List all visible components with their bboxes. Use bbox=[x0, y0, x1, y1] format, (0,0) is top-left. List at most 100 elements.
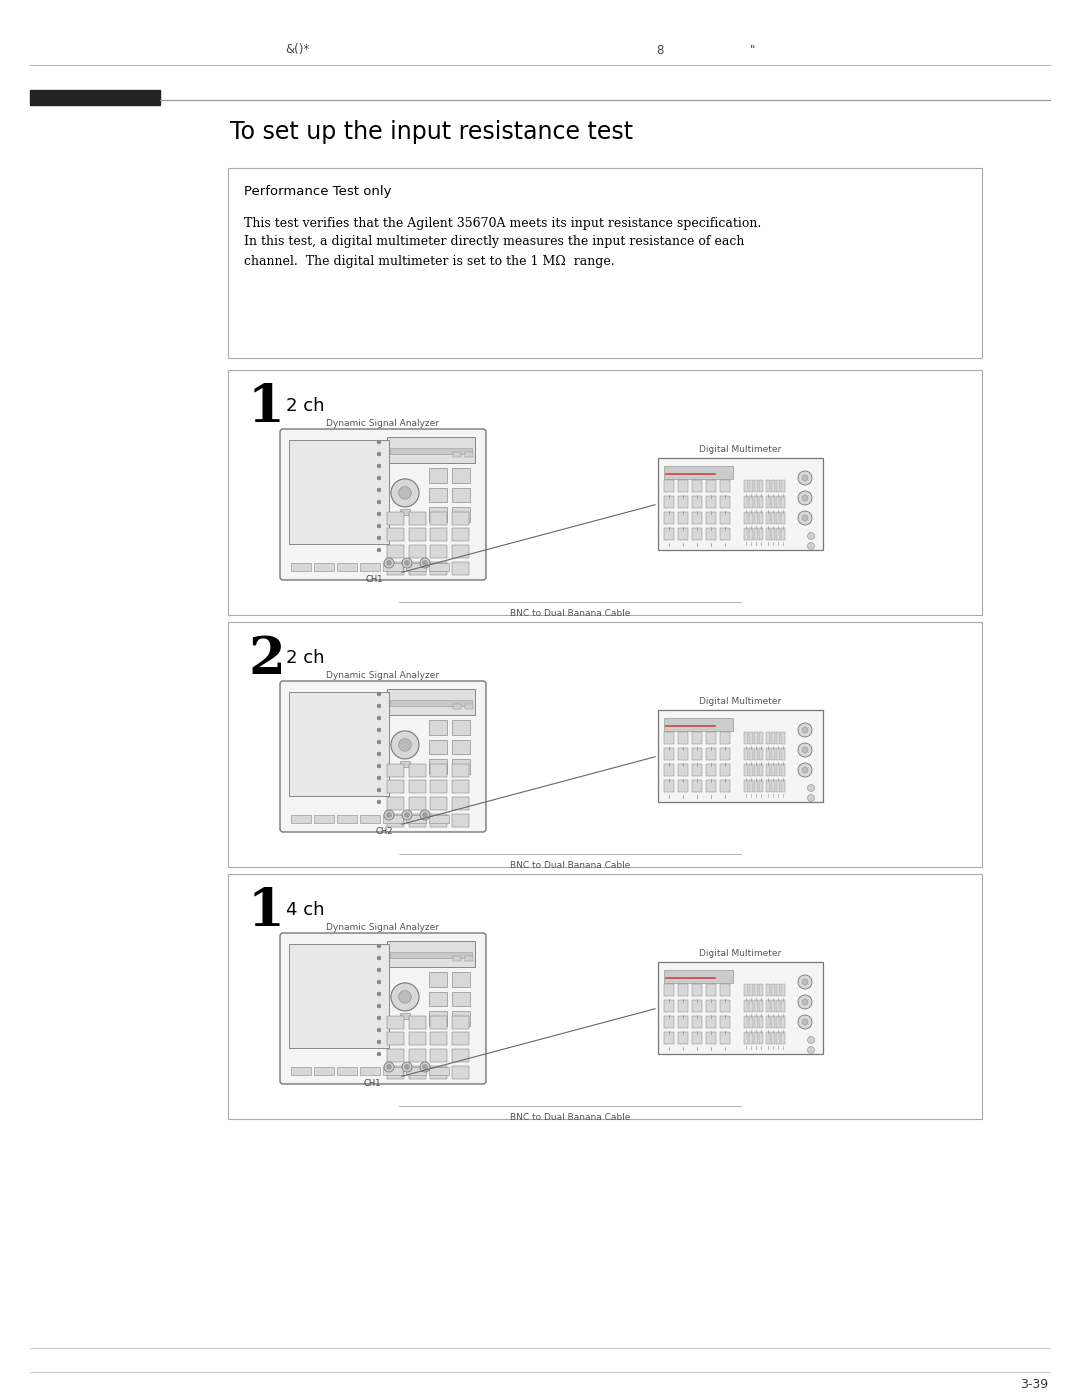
Bar bbox=[429, 740, 447, 754]
Bar bbox=[748, 764, 753, 777]
Bar bbox=[228, 168, 982, 358]
Bar bbox=[664, 528, 674, 541]
Bar bbox=[451, 511, 469, 525]
Bar bbox=[664, 1016, 674, 1028]
Circle shape bbox=[378, 728, 380, 732]
Bar bbox=[781, 781, 785, 792]
Bar bbox=[360, 563, 380, 571]
Circle shape bbox=[405, 813, 409, 817]
Bar bbox=[387, 942, 475, 967]
Bar bbox=[30, 89, 160, 105]
Circle shape bbox=[402, 810, 411, 820]
Bar bbox=[781, 983, 785, 996]
Bar bbox=[406, 814, 426, 823]
Bar bbox=[775, 496, 780, 509]
Bar bbox=[706, 513, 716, 524]
Bar bbox=[720, 513, 730, 524]
Bar bbox=[754, 732, 758, 745]
Bar bbox=[759, 528, 762, 541]
Bar bbox=[664, 781, 674, 792]
Bar bbox=[781, 496, 785, 509]
Circle shape bbox=[384, 1062, 394, 1071]
Bar bbox=[692, 528, 702, 541]
Bar bbox=[759, 732, 762, 745]
Circle shape bbox=[798, 743, 812, 757]
Bar bbox=[744, 764, 747, 777]
Circle shape bbox=[420, 557, 430, 569]
Bar bbox=[453, 740, 470, 754]
Bar bbox=[706, 732, 716, 745]
Bar bbox=[678, 1000, 688, 1011]
Circle shape bbox=[420, 1062, 430, 1071]
Bar bbox=[664, 467, 733, 479]
Bar bbox=[766, 513, 770, 524]
Text: Dynamic Signal Analyzer: Dynamic Signal Analyzer bbox=[326, 672, 440, 680]
Circle shape bbox=[402, 557, 411, 569]
Bar bbox=[781, 732, 785, 745]
Bar bbox=[387, 781, 404, 793]
Bar bbox=[400, 761, 410, 767]
Bar bbox=[429, 468, 447, 483]
Bar bbox=[720, 732, 730, 745]
FancyBboxPatch shape bbox=[280, 933, 486, 1084]
Bar bbox=[387, 1066, 404, 1078]
Bar bbox=[664, 481, 674, 492]
Bar bbox=[766, 732, 770, 745]
Bar bbox=[453, 760, 470, 774]
Circle shape bbox=[378, 800, 380, 803]
Bar bbox=[759, 749, 762, 760]
Bar bbox=[383, 1067, 403, 1076]
Bar bbox=[408, 528, 426, 542]
Bar bbox=[387, 528, 404, 542]
Bar bbox=[387, 1049, 404, 1062]
Bar bbox=[228, 622, 982, 868]
Bar bbox=[754, 1016, 758, 1028]
Bar bbox=[465, 704, 473, 710]
Bar bbox=[766, 764, 770, 777]
Bar bbox=[291, 814, 311, 823]
Text: 2 ch: 2 ch bbox=[286, 650, 324, 666]
Bar bbox=[360, 814, 380, 823]
Text: 4 ch: 4 ch bbox=[286, 901, 324, 919]
Bar bbox=[408, 511, 426, 525]
Bar bbox=[429, 507, 447, 522]
Bar bbox=[408, 545, 426, 559]
Circle shape bbox=[378, 513, 380, 515]
Circle shape bbox=[378, 536, 380, 539]
Bar bbox=[720, 781, 730, 792]
Bar bbox=[744, 983, 747, 996]
Text: CH1: CH1 bbox=[363, 1078, 380, 1088]
Bar bbox=[771, 481, 774, 492]
Bar bbox=[748, 749, 753, 760]
Bar bbox=[451, 1032, 469, 1045]
Bar bbox=[430, 511, 447, 525]
Text: Digital Multimeter: Digital Multimeter bbox=[700, 950, 782, 958]
Circle shape bbox=[378, 489, 380, 492]
Bar bbox=[451, 562, 469, 574]
Circle shape bbox=[798, 763, 812, 777]
Circle shape bbox=[399, 990, 411, 1003]
Bar bbox=[337, 563, 357, 571]
Bar bbox=[429, 563, 449, 571]
Bar bbox=[291, 563, 311, 571]
Bar bbox=[692, 764, 702, 777]
Bar bbox=[291, 1067, 311, 1076]
Bar bbox=[430, 764, 447, 777]
Bar bbox=[408, 562, 426, 574]
Circle shape bbox=[808, 532, 814, 539]
Circle shape bbox=[802, 475, 808, 481]
Text: CH1: CH1 bbox=[366, 576, 383, 584]
Bar bbox=[775, 764, 780, 777]
Bar bbox=[429, 760, 447, 774]
Circle shape bbox=[808, 785, 814, 792]
Bar bbox=[692, 1016, 702, 1028]
Bar bbox=[387, 511, 404, 525]
Bar bbox=[748, 513, 753, 524]
Bar bbox=[759, 983, 762, 996]
Circle shape bbox=[378, 704, 380, 707]
Bar bbox=[744, 732, 747, 745]
Bar bbox=[658, 710, 823, 802]
Bar bbox=[664, 718, 733, 731]
Bar bbox=[771, 732, 774, 745]
Bar bbox=[720, 1016, 730, 1028]
